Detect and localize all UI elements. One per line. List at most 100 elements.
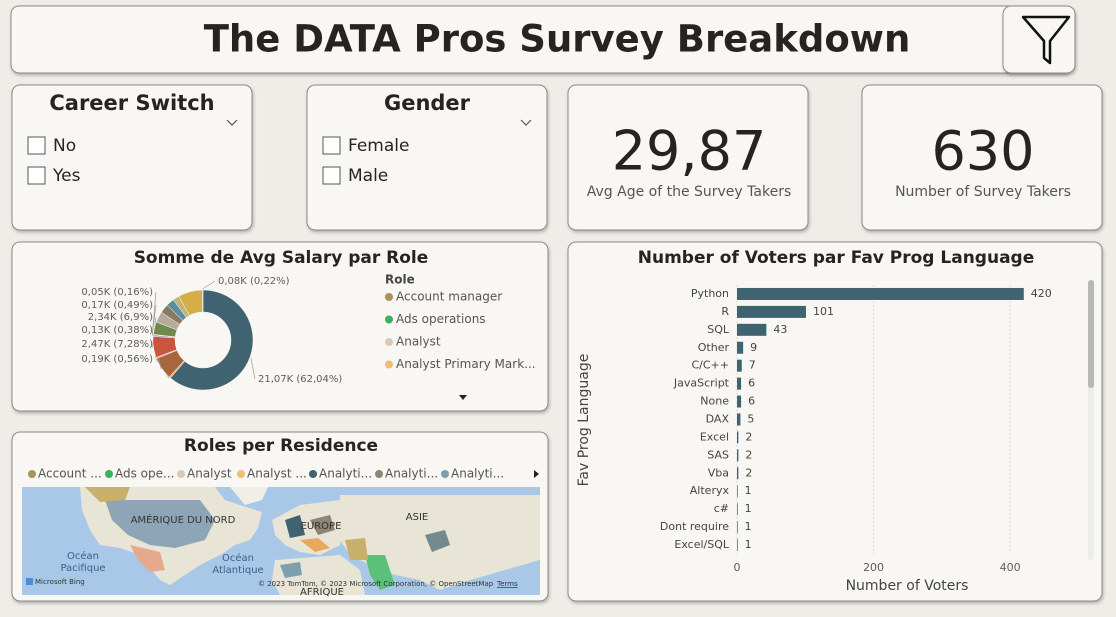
- data-label: 9: [750, 341, 757, 354]
- bar[interactable]: [737, 449, 739, 462]
- bar-chart: 0 200 400 Python 420 R 101 SQL 43 Other 9 C/C++ 7 Jav…: [660, 285, 1052, 574]
- land: [230, 487, 268, 505]
- bar[interactable]: [737, 431, 739, 444]
- legend-label[interactable]: Account manager: [396, 290, 502, 304]
- card-value: 29,87: [612, 120, 767, 183]
- country: [105, 500, 215, 548]
- legend-marker[interactable]: [237, 470, 245, 478]
- legend-label[interactable]: Analyst: [396, 335, 441, 349]
- donut-slice[interactable]: [202, 289, 204, 313]
- slicer-option[interactable]: No: [27, 136, 76, 156]
- checkbox[interactable]: [27, 136, 46, 155]
- map-label: Atlantique: [212, 565, 263, 576]
- legend-marker[interactable]: [309, 470, 317, 478]
- chart-title: Number of Voters par Fav Prog Language: [638, 248, 1035, 268]
- slicer-option[interactable]: Yes: [27, 166, 81, 186]
- data-label: 1: [745, 520, 752, 533]
- slicer-title: Career Switch: [49, 91, 214, 115]
- y-tick-label: None: [700, 395, 729, 408]
- legend-marker[interactable]: [375, 470, 383, 478]
- map-label: AMÉRIQUE DU NORD: [131, 513, 236, 526]
- bar[interactable]: [737, 359, 742, 372]
- legend-label[interactable]: Ads ope...: [115, 467, 174, 481]
- country: [310, 515, 335, 535]
- slicer-panel: [306, 84, 548, 231]
- bar[interactable]: [737, 377, 742, 390]
- checkbox[interactable]: [322, 166, 341, 185]
- filter-button[interactable]: [1002, 5, 1076, 74]
- legend-marker[interactable]: [28, 470, 36, 478]
- card-value: 630: [931, 120, 1034, 183]
- legend-marker[interactable]: [385, 338, 393, 346]
- data-label: 5: [747, 412, 754, 425]
- legend-label[interactable]: Analyti...: [451, 467, 504, 481]
- legend-label[interactable]: Analyti...: [319, 467, 372, 481]
- bar[interactable]: [737, 395, 742, 408]
- legend-marker[interactable]: [441, 470, 449, 478]
- legend-scroll-arrow[interactable]: [459, 395, 467, 400]
- y-tick-label: Alteryx: [690, 484, 730, 497]
- page-title: The DATA Pros Survey Breakdown: [204, 18, 911, 61]
- data-label: 0,17K (0,49%): [81, 300, 153, 311]
- donut: 21,07K (62,04%) 0,19K (0,56%) 2,47K (7,28%…: [81, 276, 536, 391]
- legend-marker[interactable]: [385, 293, 393, 301]
- bar[interactable]: [737, 305, 806, 318]
- legend-label[interactable]: Ads operations: [396, 312, 486, 326]
- slicer-title: Gender: [384, 91, 471, 115]
- bar[interactable]: [737, 323, 767, 336]
- legend-marker[interactable]: [177, 470, 185, 478]
- scrollbar-thumb[interactable]: [1088, 280, 1094, 388]
- data-label: 1: [745, 484, 752, 497]
- y-axis-label: Fav Prog Language: [576, 354, 592, 487]
- slicer-option[interactable]: Female: [322, 136, 409, 156]
- data-label: 1: [745, 502, 752, 515]
- bar[interactable]: [737, 485, 738, 498]
- legend-label[interactable]: Analyst: [187, 467, 232, 481]
- map-label: ASIE: [406, 512, 428, 523]
- legend-label[interactable]: Analyst Primary Mark...: [396, 357, 536, 371]
- map-label: EUROPE: [301, 521, 342, 532]
- map-provider: Microsoft Bing: [35, 578, 85, 586]
- data-label: 0,05K (0,16%): [81, 287, 153, 298]
- bar[interactable]: [737, 341, 744, 354]
- country: [345, 538, 368, 560]
- legend-marker[interactable]: [105, 470, 113, 478]
- legend-label[interactable]: Analyti...: [385, 467, 438, 481]
- y-tick-label: JavaScript: [673, 377, 730, 390]
- map-legend: Account ... Ads ope... Analyst Analyst ... A…: [28, 467, 504, 481]
- x-tick-label: 400: [1000, 561, 1021, 574]
- legend-label[interactable]: Account ...: [38, 467, 102, 481]
- y-tick-label: DAX: [706, 412, 730, 425]
- option-label[interactable]: Yes: [52, 166, 81, 186]
- option-label[interactable]: No: [53, 136, 76, 156]
- bar[interactable]: [737, 521, 738, 534]
- option-label[interactable]: Female: [348, 136, 409, 156]
- checkbox[interactable]: [27, 166, 46, 185]
- map-terms[interactable]: Terms: [496, 580, 518, 588]
- legend-label[interactable]: Analyst ...: [247, 467, 307, 481]
- y-tick-label: Python: [691, 287, 729, 300]
- legend-marker[interactable]: [385, 360, 393, 369]
- bing-logo: [26, 578, 33, 585]
- bar[interactable]: [737, 413, 741, 426]
- filter-button-bg[interactable]: [1002, 5, 1076, 74]
- option-label[interactable]: Male: [348, 166, 388, 186]
- bar[interactable]: [737, 503, 738, 516]
- bar[interactable]: [737, 538, 738, 551]
- map: [22, 487, 540, 595]
- data-label: 420: [1031, 287, 1052, 300]
- filter-icon[interactable]: [1021, 15, 1071, 65]
- slicer-option[interactable]: Male: [322, 166, 388, 186]
- slicer-chevron[interactable]: [520, 119, 532, 126]
- country: [130, 545, 165, 572]
- y-tick-label: Vba: [708, 466, 729, 479]
- slicer-chevron[interactable]: [226, 119, 238, 126]
- bar[interactable]: [737, 287, 1024, 300]
- bar[interactable]: [737, 467, 739, 480]
- y-tick-label: SAS: [707, 448, 729, 461]
- legend-marker[interactable]: [385, 315, 393, 324]
- legend-scroll-arrow[interactable]: [534, 470, 539, 478]
- checkbox[interactable]: [322, 136, 341, 155]
- country: [280, 562, 302, 578]
- x-axis-label: Number of Voters: [846, 578, 969, 594]
